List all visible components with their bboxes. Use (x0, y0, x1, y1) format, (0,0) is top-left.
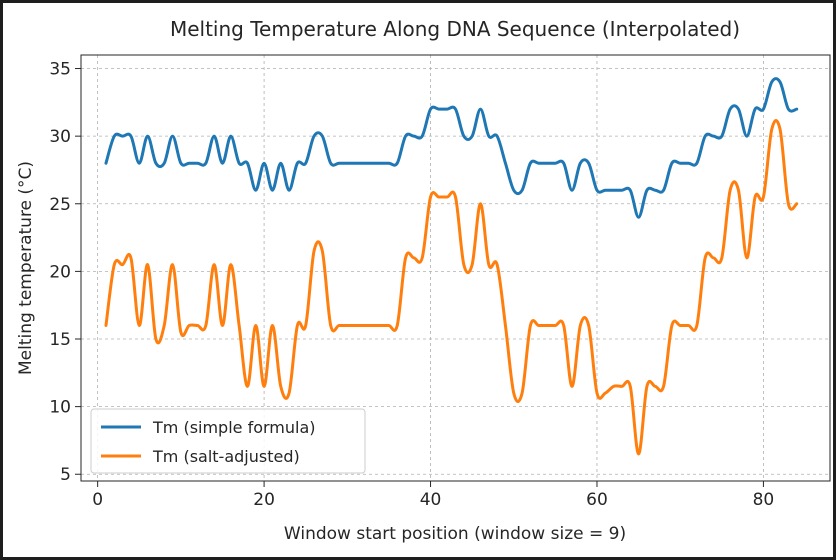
x-tick-label: 20 (253, 490, 275, 510)
y-tick-label: 15 (49, 330, 71, 350)
plot-frame (80, 54, 831, 482)
chart-svg: Melting Temperature Along DNA Sequence (… (16, 17, 831, 544)
figure: Melting Temperature Along DNA Sequence (… (3, 3, 833, 557)
y-tick-label: 35 (49, 60, 71, 80)
y-tick-label: 20 (49, 262, 71, 282)
chart-title: Melting Temperature Along DNA Sequence (… (170, 17, 740, 41)
x-tick-label: 60 (586, 490, 608, 510)
legend-label-series-1: Tm (simple formula) (152, 418, 316, 437)
y-tick-label: 25 (49, 195, 71, 215)
x-tick-label: 80 (753, 490, 775, 510)
y-tick-label: 5 (60, 465, 71, 485)
legend-label-series-2: Tm (salt-adjusted) (152, 447, 300, 466)
y-axis-label: Melting temperature (°C) (16, 161, 36, 375)
x-tick-label: 0 (92, 490, 103, 510)
x-tick-label: 40 (420, 490, 442, 510)
x-axis-label: Window start position (window size = 9) (284, 524, 626, 544)
y-tick-label: 10 (49, 398, 71, 418)
y-tick-label: 30 (49, 127, 71, 147)
series-line-2 (104, 119, 799, 456)
ticks: 0 20 40 60 80 5 10 15 20 25 30 35 (49, 60, 774, 510)
legend-box (90, 408, 366, 474)
series-line-1 (104, 77, 799, 219)
legend: Tm (simple formula) Tm (salt-adjusted) (90, 408, 366, 474)
series-layer (104, 77, 799, 456)
